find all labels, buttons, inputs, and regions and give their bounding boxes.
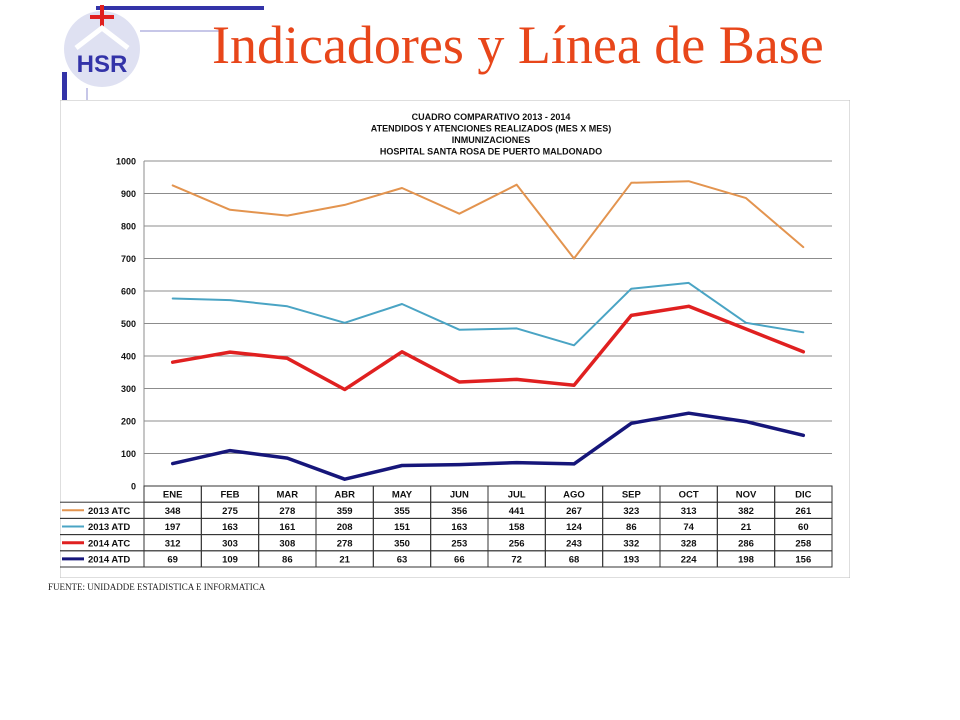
y-tick-label: 800 — [121, 222, 136, 232]
data-label: 356 — [451, 506, 467, 517]
x-category-label: DIC — [795, 490, 812, 501]
data-label: 151 — [394, 522, 411, 533]
y-tick-label: 500 — [121, 319, 136, 329]
y-tick-label: 1000 — [116, 157, 136, 167]
legend-series-name: 2013 ATD — [88, 522, 130, 533]
data-label: 278 — [279, 506, 295, 517]
y-tick-label: 100 — [121, 449, 136, 459]
data-label: 72 — [511, 555, 522, 566]
x-category-label: JUN — [450, 490, 469, 501]
data-label: 109 — [222, 555, 238, 566]
data-label: 197 — [165, 522, 181, 533]
data-label: 224 — [681, 555, 698, 566]
inner-decor-bar-horizontal — [140, 30, 220, 32]
x-category-label: FEB — [221, 490, 240, 501]
slide-title: Indicadores y Línea de Base — [212, 15, 824, 75]
data-label: 21 — [741, 522, 752, 533]
data-label: 74 — [683, 522, 694, 533]
logo-text: HSR — [77, 51, 128, 78]
data-label: 328 — [681, 538, 697, 549]
data-label: 286 — [738, 538, 754, 549]
x-category-label: JUL — [508, 490, 526, 501]
data-label: 261 — [795, 506, 812, 517]
data-label: 158 — [509, 522, 525, 533]
data-label: 278 — [337, 538, 353, 549]
y-tick-label: 700 — [121, 254, 136, 264]
chart-title-line: HOSPITAL SANTA ROSA DE PUERTO MALDONADO — [380, 147, 602, 157]
data-label: 66 — [454, 555, 465, 566]
data-label: 382 — [738, 506, 754, 517]
data-label: 313 — [681, 506, 697, 517]
y-tick-label: 900 — [121, 189, 136, 199]
series-line — [170, 411, 806, 481]
table-cell — [774, 550, 833, 568]
data-label: 193 — [623, 555, 639, 566]
data-label: 258 — [795, 538, 811, 549]
data-label: 198 — [738, 555, 754, 566]
chart-title-line: INMUNIZACIONES — [452, 135, 531, 145]
data-label: 243 — [566, 538, 582, 549]
line-chart: CUADRO COMPARATIVO 2013 - 2014 ATENDIDOS … — [60, 100, 850, 578]
data-label: 86 — [282, 555, 293, 566]
data-label: 275 — [222, 506, 239, 517]
series-line — [171, 281, 805, 347]
data-label: 63 — [397, 555, 408, 566]
y-tick-label: 400 — [121, 352, 136, 362]
legend-series-name: 2014 ATC — [88, 538, 130, 549]
chart-title-line: ATENDIDOS Y ATENCIONES REALIZADOS (MES X… — [371, 124, 612, 134]
data-label: 86 — [626, 522, 637, 533]
data-label: 308 — [279, 538, 295, 549]
data-label: 208 — [337, 522, 353, 533]
data-label: 124 — [566, 522, 583, 533]
x-category-label: OCT — [679, 490, 699, 501]
top-decor-bar — [96, 6, 264, 10]
source-note: FUENTE: UNIDADDE ESTADISTICA E INFORMATI… — [48, 582, 266, 592]
data-label: 441 — [509, 506, 526, 517]
series-line — [170, 304, 806, 392]
data-label: 303 — [222, 538, 238, 549]
chart-title-line: CUADRO COMPARATIVO 2013 - 2014 — [412, 112, 571, 122]
data-label: 312 — [165, 538, 181, 549]
x-category-label: NOV — [736, 490, 757, 501]
x-category-label: ENE — [163, 490, 183, 501]
data-label: 163 — [222, 522, 238, 533]
data-label: 21 — [339, 555, 350, 566]
data-label: 69 — [167, 555, 178, 566]
data-label: 60 — [798, 522, 809, 533]
data-label: 332 — [623, 538, 639, 549]
data-label: 161 — [279, 522, 296, 533]
data-label: 348 — [165, 506, 181, 517]
y-tick-label: 200 — [121, 417, 136, 427]
data-label: 350 — [394, 538, 410, 549]
data-label: 355 — [394, 506, 411, 517]
chart-frame — [60, 100, 850, 578]
data-label: 163 — [451, 522, 467, 533]
data-label: 253 — [451, 538, 467, 549]
y-tick-label: 0 — [131, 482, 136, 492]
x-category-label: MAR — [277, 490, 299, 501]
data-label: 359 — [337, 506, 353, 517]
x-category-label: AGO — [563, 490, 585, 501]
data-label: 156 — [795, 555, 811, 566]
data-label: 267 — [566, 506, 582, 517]
x-category-label: SEP — [622, 490, 642, 501]
x-category-label: MAY — [392, 490, 413, 501]
x-category-label: ABR — [334, 490, 355, 501]
data-label: 68 — [569, 555, 580, 566]
hospital-logo: HSR — [64, 5, 140, 87]
y-tick-label: 600 — [121, 287, 136, 297]
series-line — [171, 180, 805, 260]
y-tick-label: 300 — [121, 384, 136, 394]
legend-series-name: 2014 ATD — [88, 555, 130, 566]
data-label: 323 — [623, 506, 639, 517]
legend-series-name: 2013 ATC — [88, 506, 130, 517]
data-label: 256 — [509, 538, 525, 549]
